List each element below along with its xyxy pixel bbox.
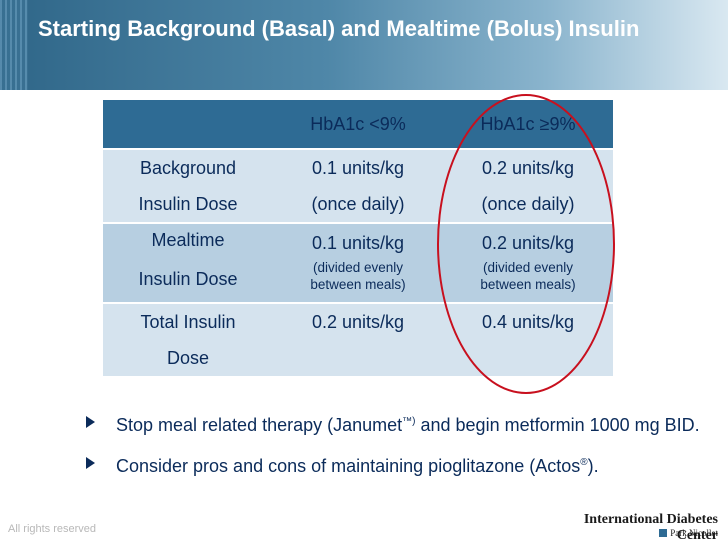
row-label-line: Insulin Dose [138,194,238,214]
dose-value: 0.1 units/kg [311,158,405,178]
row-label-line: Mealtime [151,230,225,250]
slide-title: Starting Background (Basal) and Mealtime… [38,16,640,41]
sub-brand-text: Park Nicollet [670,528,718,538]
brand-square-icon [659,529,668,537]
registered-mark: ® [580,457,588,468]
row-label: Total Insulin Dose [103,302,273,376]
header-hba1c-lt9: HbA1c <9% [273,100,443,149]
dose-value: 0.2 units/kg [311,312,405,332]
highlight-ring [437,94,615,394]
dose-note: (once daily) [311,194,405,214]
dose-value: 0.1 units/kg [311,233,405,253]
row-label: Background Insulin Dose [103,148,273,223]
dose-note: between meals) [310,277,406,292]
cell-lt9: 0.2 units/kg [273,302,443,376]
bullet-arrow-icon [86,416,95,428]
bullet-text: Stop meal related therapy (Janumet [116,415,403,435]
copyright-note: All rights reserved [8,523,97,535]
bullet-text: ). [587,456,599,476]
dose-note: (divided evenly [312,260,404,275]
bullet-arrow-icon [86,457,95,469]
row-label-line: Dose [166,348,210,368]
row-label-line: Total Insulin [140,312,236,332]
header-stripes [0,0,28,90]
bullet-text: Consider pros and cons of maintaining pi… [116,456,581,476]
organization-logo-text: International Diabetes Center [583,512,718,543]
header-empty [103,100,273,149]
row-label-line: Insulin Dose [138,269,238,289]
bullet-list: Stop meal related therapy (Janumet™) and… [86,410,716,492]
title-bar: Starting Background (Basal) and Mealtime… [0,0,728,90]
row-label: Mealtime Insulin Dose [103,222,273,303]
row-label-line: Background [139,158,237,178]
bullet-item: Consider pros and cons of maintaining pi… [86,451,716,478]
cell-lt9: 0.1 units/kg (divided evenly between mea… [273,222,443,303]
sub-brand: Park Nicollet [580,528,718,538]
bullet-text: and begin metformin 1000 mg BID. [415,415,700,435]
cell-lt9: 0.1 units/kg (once daily) [273,148,443,223]
bullet-item: Stop meal related therapy (Janumet™) and… [86,410,716,437]
trademark-mark: ™) [402,416,416,427]
